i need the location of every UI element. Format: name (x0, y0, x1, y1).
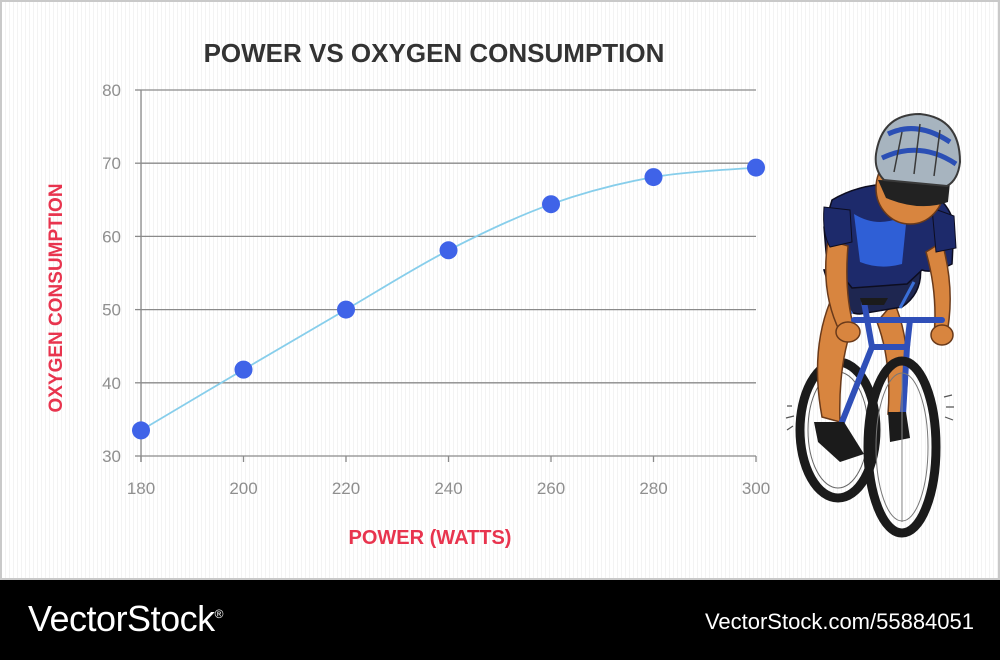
x-tick-label: 220 (332, 479, 360, 498)
y-tick-labels: 30 40 50 60 70 80 (102, 81, 121, 466)
data-point (747, 158, 765, 177)
vectorstock-logo: VectorStock® (28, 598, 223, 640)
data-point (439, 241, 458, 260)
x-tick-label: 280 (639, 479, 667, 498)
registered-mark: ® (214, 607, 224, 621)
x-tick-labels: 180 200 220 240 260 280 300 (127, 479, 770, 498)
chart-title: POWER VS OXYGEN CONSUMPTION (204, 38, 665, 68)
series-line (140, 166, 757, 432)
y-axis-title: OXYGEN CONSUMPTION (46, 183, 67, 412)
series (132, 158, 765, 440)
y-tick-label: 50 (102, 301, 121, 320)
x-tick-label: 240 (434, 479, 462, 498)
data-point (542, 195, 560, 214)
x-tick-label: 180 (127, 479, 155, 498)
y-tick-label: 80 (102, 81, 121, 100)
y-tick-label: 30 (102, 447, 121, 466)
axes (135, 89, 757, 462)
data-point (644, 168, 663, 187)
data-point (337, 300, 355, 319)
x-tick-label: 300 (742, 479, 770, 498)
chart-card: POWER VS OXYGEN CONSUMPTION 30 40 50 60 70 80… (0, 0, 1000, 580)
y-tick-label: 70 (102, 154, 121, 173)
footer-url: VectorStock.com/55884051 (704, 609, 974, 634)
cyclist-illustration (785, 112, 962, 538)
data-point (234, 360, 253, 379)
x-tick-label: 200 (229, 479, 257, 498)
footer-bar: VectorStock® VectorStock.com/55884051 (0, 580, 1000, 660)
y-tick-label: 40 (102, 374, 121, 393)
line-chart: POWER VS OXYGEN CONSUMPTION 30 40 50 60 70 80… (46, 38, 962, 549)
y-tick-label: 60 (102, 227, 121, 246)
data-point (132, 421, 150, 440)
x-tick-label: 260 (537, 479, 565, 498)
brand-name: VectorStock (28, 598, 215, 639)
grid-lines (141, 89, 756, 384)
x-axis-title: POWER (WATTS) (349, 527, 512, 549)
